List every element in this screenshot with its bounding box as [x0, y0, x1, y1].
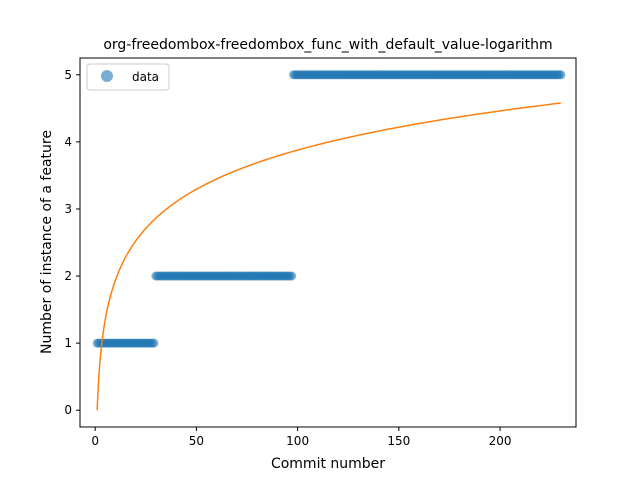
y-tick-label: 0 — [64, 403, 72, 417]
y-axis-ticks: 0 1 2 3 4 5 — [64, 68, 80, 417]
fit-line — [96, 102, 561, 411]
x-tick-label: 150 — [387, 434, 410, 448]
legend: data — [86, 63, 170, 91]
axes-frame — [79, 57, 577, 428]
y-tick-label: 1 — [64, 336, 72, 350]
data-point — [556, 70, 566, 80]
y-tick-label: 4 — [64, 135, 72, 149]
x-axis-label: Commit number — [271, 456, 385, 472]
y-tick-label: 2 — [64, 269, 72, 283]
data-point — [287, 271, 297, 281]
data-point — [149, 338, 159, 348]
plot-area — [92, 70, 566, 411]
x-tick-label: 200 — [489, 434, 512, 448]
legend-label-data: data — [132, 70, 159, 84]
x-axis-ticks: 0 50 100 150 200 — [91, 427, 512, 448]
y-tick-label: 3 — [64, 202, 72, 216]
x-tick-label: 50 — [189, 434, 204, 448]
y-tick-label: 5 — [64, 68, 72, 82]
x-tick-label: 0 — [91, 434, 99, 448]
y-axis-label: Number of instance of a feature — [39, 130, 55, 354]
chart-title: org-freedombox-freedombox_func_with_defa… — [103, 37, 552, 53]
legend-marker-data — [101, 70, 113, 82]
x-tick-label: 100 — [286, 434, 309, 448]
